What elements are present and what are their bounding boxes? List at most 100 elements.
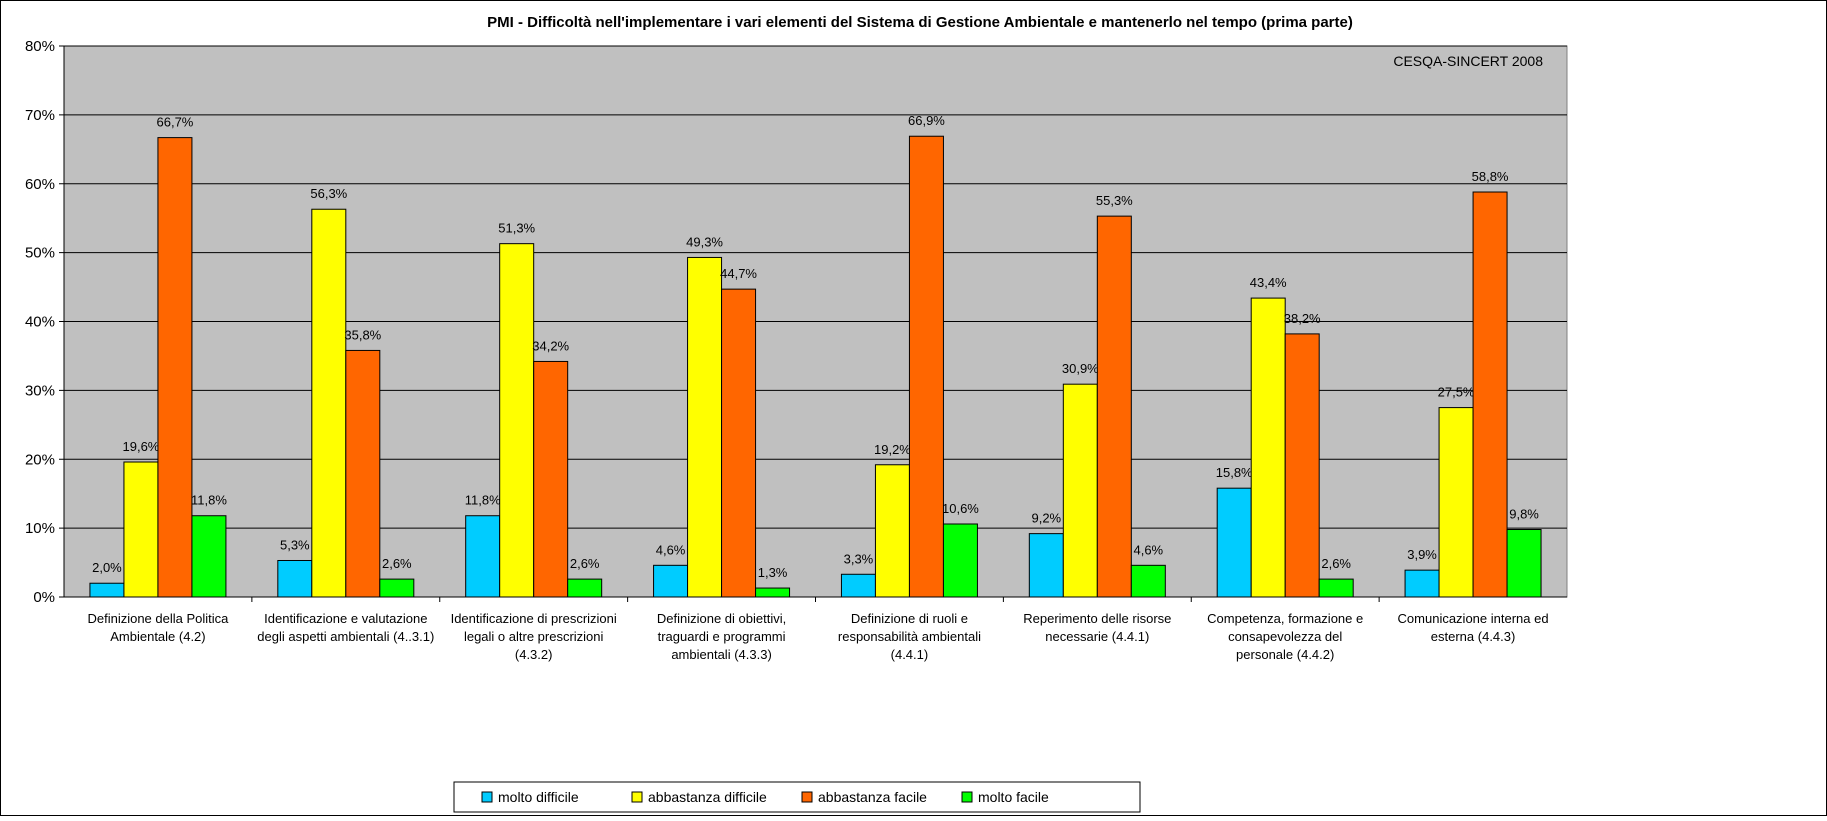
bar (1506, 529, 1542, 598)
bar (1130, 564, 1166, 598)
bar (123, 461, 159, 598)
y-tick-label: 0% (33, 589, 55, 606)
bar (379, 578, 415, 598)
data-label: 58,8% (1472, 169, 1509, 184)
legend-label: molto facile (978, 789, 1049, 805)
y-tick-label: 50% (25, 245, 55, 262)
data-label: 35,8% (344, 327, 381, 342)
data-label: 3,9% (1407, 547, 1437, 562)
legend-box (453, 781, 1141, 813)
x-tick-label: necessarie (4.4.1) (1045, 629, 1149, 644)
bar (89, 582, 125, 598)
data-label: 5,3% (280, 537, 310, 552)
data-label: 43,4% (1250, 275, 1287, 290)
data-label: 3,3% (844, 551, 874, 566)
data-label: 19,2% (874, 442, 911, 457)
data-label: 10,6% (942, 501, 979, 516)
bar (499, 243, 535, 598)
chart-title: PMI - Difficoltà nell'implementare i var… (487, 14, 1353, 31)
legend-label: molto difficile (498, 789, 579, 805)
data-label: 9,2% (1031, 511, 1061, 526)
x-tick-label: Identificazione di prescrizioni (451, 611, 617, 626)
bar (755, 587, 791, 598)
legend-swatch (631, 791, 643, 803)
bar (1318, 578, 1354, 598)
x-tick-label: Definizione di ruoli e (851, 611, 968, 626)
x-tick-label: ambientali (4.3.3) (671, 647, 771, 662)
bar (1438, 407, 1474, 598)
data-label: 4,6% (656, 542, 686, 557)
data-label: 2,6% (382, 556, 412, 571)
bar (191, 515, 227, 598)
bar (721, 288, 757, 598)
plot-area: 0% 10% 20% 30% 40% 50% 60% 70% 80% CESQA-SINCERT … (25, 38, 1568, 662)
x-tick-label: Identificazione e valutazione (264, 611, 427, 626)
bar (1404, 569, 1440, 598)
data-label: 27,5% (1438, 385, 1475, 400)
bar (277, 559, 313, 598)
x-tick-label: Definizione di obiettivi, (657, 611, 786, 626)
annotation: CESQA-SINCERT 2008 (1393, 53, 1543, 69)
x-tick-label: consapevolezza del (1228, 629, 1342, 644)
x-tick-label: traguardi e programmi (658, 629, 786, 644)
bar (1096, 215, 1132, 598)
data-label: 66,9% (908, 113, 945, 128)
data-label: 2,6% (1321, 556, 1351, 571)
legend-label: abbastanza difficile (648, 789, 767, 805)
bar (1028, 533, 1064, 598)
bar (653, 564, 689, 598)
data-label: 49,3% (686, 234, 723, 249)
bar (1250, 297, 1286, 598)
data-label: 2,6% (570, 556, 600, 571)
y-tick-label: 60% (25, 176, 55, 193)
x-tick-label: responsabilità ambientali (838, 629, 981, 644)
bar (1216, 487, 1252, 598)
data-label: 56,3% (310, 186, 347, 201)
x-tick-label: Reperimento delle risorse (1023, 611, 1171, 626)
x-tick-label: Ambientale (4.2) (110, 629, 205, 644)
x-tick-label: legali o altre prescrizioni (464, 629, 604, 644)
data-label: 4,6% (1133, 542, 1163, 557)
bar (157, 137, 193, 598)
y-tick-label: 70% (25, 107, 55, 124)
data-label: 30,9% (1062, 361, 1099, 376)
x-tick-label: Comunicazione interna ed (1398, 611, 1549, 626)
data-label: 1,3% (758, 565, 788, 580)
y-tick-label: 10% (25, 520, 55, 537)
data-label: 55,3% (1096, 193, 1133, 208)
bar (567, 578, 603, 598)
bar (908, 135, 944, 598)
legend-swatch (961, 791, 973, 803)
data-label: 9,8% (1509, 507, 1539, 522)
bar (465, 515, 501, 598)
bar (1062, 383, 1098, 598)
bar (687, 256, 723, 598)
y-tick-label: 30% (25, 382, 55, 399)
bar (874, 464, 910, 598)
x-tick-label: (4.4.1) (891, 647, 929, 662)
x-tick-label: Competenza, formazione e (1207, 611, 1363, 626)
legend: molto difficile abbastanza difficile abbas… (453, 781, 1141, 813)
bar (1284, 333, 1320, 598)
bar (345, 349, 381, 598)
y-tick-label: 20% (25, 451, 55, 468)
legend-swatch (481, 791, 493, 803)
data-label: 15,8% (1216, 465, 1253, 480)
bar (311, 208, 347, 598)
data-label: 19,6% (123, 439, 160, 454)
bar (1472, 191, 1508, 598)
data-label: 11,8% (191, 493, 227, 508)
y-tick-label: 40% (25, 314, 55, 331)
data-label: 51,3% (498, 221, 535, 236)
x-tick-label: esterna (4.4.3) (1431, 629, 1516, 644)
data-label: 2,0% (92, 560, 122, 575)
data-label: 44,7% (720, 266, 757, 281)
data-label: 66,7% (157, 115, 194, 130)
legend-swatch (801, 791, 813, 803)
x-tick-label: Definizione della Politica (87, 611, 229, 626)
x-tick-label: (4.3.2) (515, 647, 553, 662)
bar (840, 573, 876, 598)
bar (533, 360, 569, 598)
